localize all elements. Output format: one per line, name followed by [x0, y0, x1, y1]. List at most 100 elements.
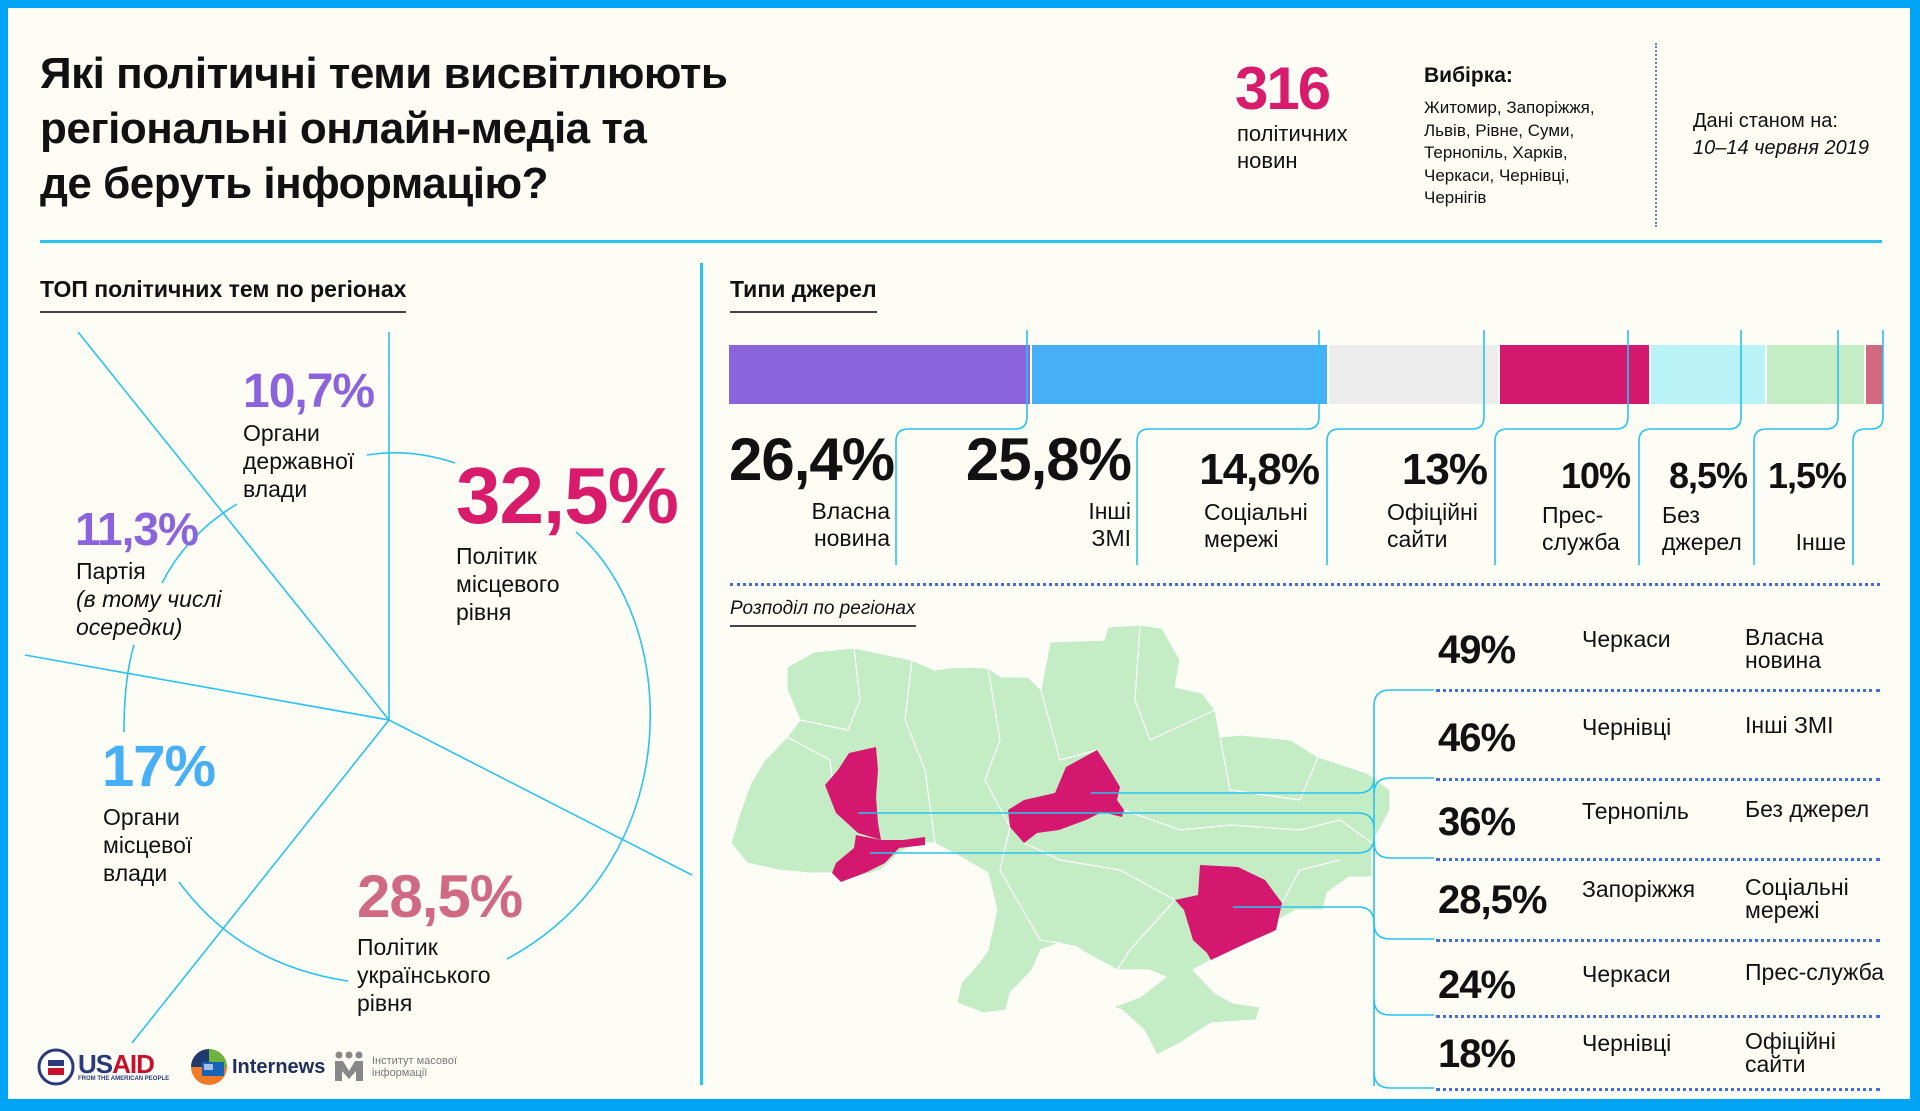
imi-name: Інститут масової інформації [372, 1055, 457, 1079]
region-connectors [858, 689, 1434, 1089]
internews-mark-icon [191, 1049, 227, 1085]
pie-divider [24, 654, 390, 721]
region-value: 36% [1438, 800, 1516, 844]
source-value: 25,8% [965, 426, 1132, 493]
row-separator [1436, 689, 1880, 692]
bar-segment [1032, 345, 1328, 404]
region-zaporizhzhia [1175, 865, 1282, 960]
source-connector [1494, 330, 1629, 565]
source-block: 25,8% Інші ЗМІ [960, 426, 1132, 552]
region-value: 18% [1438, 1032, 1516, 1076]
internews-name: Internews [232, 1055, 326, 1078]
bar-segment [1766, 345, 1864, 404]
source-block: 14,8% Соціальні мережі [1160, 445, 1320, 553]
imi-logo: Інститут масової інформації [334, 1046, 462, 1088]
topic-note: в тому числі осередки [76, 586, 222, 640]
topics-pie-lines [24, 331, 693, 1044]
topic-label: Органи місцевої влади [103, 804, 193, 886]
source-value: 26,4% [729, 426, 895, 493]
sample-list: Житомир, Запоріжжя, Львів, Рівне, Суми, … [1424, 98, 1595, 207]
row-separator [1436, 1088, 1880, 1091]
source-block: 1,5% Інше [1760, 455, 1847, 556]
source-connector [1638, 330, 1742, 565]
sample-heading: Вибірка: [1424, 64, 1513, 87]
topic-label: Органи державної влади [243, 420, 355, 502]
topic-value: 32,5% [456, 451, 679, 540]
row-separator [1436, 858, 1880, 861]
region-ternopil [825, 747, 881, 840]
source-label: Інше [1795, 529, 1846, 555]
connector-arc [123, 644, 135, 733]
usaid-tagline: FROM THE AMERICAN PEOPLE [78, 1076, 170, 1082]
bar-segment [1865, 345, 1883, 404]
topic-label: Політик українського рівня [357, 934, 491, 1016]
bar-segment [1329, 345, 1499, 404]
usaid-seal-icon [37, 1048, 75, 1086]
internews-logo: Internews [190, 1046, 325, 1088]
page-title: Які політичні теми висвітлюють регіональ… [40, 49, 728, 208]
region-value: 24% [1438, 963, 1516, 1007]
topic-value: 28,5% [357, 863, 523, 930]
source-block: 10% Прес-служба [1510, 455, 1631, 556]
usaid-logo: USAID FROM THE AMERICAN PEOPLE [37, 1046, 169, 1088]
region-source-type: Прес-служба [1745, 959, 1885, 985]
region-city: Чернівці [1582, 714, 1672, 740]
bar-segment [729, 345, 1031, 404]
source-label: Прес-служба [1542, 502, 1620, 555]
region-cherkasy [1008, 750, 1124, 843]
header-divider [40, 240, 1882, 243]
source-block: 13% Офіційні сайти [1340, 445, 1488, 553]
connector-arc [161, 503, 238, 584]
region-city: Чернівці [1582, 1030, 1672, 1056]
date-heading: Дані станом на: [1693, 110, 1838, 132]
pie-divider [77, 331, 390, 721]
source-connector [1326, 330, 1485, 565]
region-city: Тернопіль [1582, 798, 1689, 824]
region-source-type: Офіційні сайти [1745, 1028, 1836, 1077]
row-separator [1436, 939, 1880, 942]
news-count: 316 [1235, 55, 1331, 122]
source-value: 14,8% [1199, 445, 1320, 494]
regions-heading: Розподіл по регіонах [730, 598, 916, 627]
sources-stacked-bar [729, 345, 1883, 404]
topic-label: Політик місцевого рівня [456, 543, 560, 625]
region-source-type: Власна новина [1745, 624, 1824, 673]
source-label: Власна новина [811, 498, 890, 551]
region-source-type: Соціальні мережі [1745, 874, 1849, 923]
source-value: 13% [1401, 445, 1488, 494]
dotted-divider [1655, 43, 1657, 227]
date-value: 10–14 червня 2019 [1693, 137, 1869, 159]
pie-divider [131, 719, 390, 1044]
topic-label: Партія [76, 558, 146, 584]
topics-heading: ТОП політичних тем по регіонах [40, 276, 407, 313]
region-source-type: Інші ЗМІ [1745, 712, 1834, 738]
source-label: Соціальні мережі [1204, 499, 1308, 552]
news-count-label: політичних новин [1237, 121, 1348, 173]
row-separator [1436, 778, 1880, 781]
source-block: 26,4% Власна новина [729, 426, 895, 552]
imi-mark-icon [335, 1051, 363, 1081]
topic-value: 11,3% [75, 503, 199, 555]
region-city: Черкаси [1582, 626, 1671, 652]
source-label: Офіційні сайти [1387, 499, 1478, 552]
bar-segment [1650, 345, 1765, 404]
source-connector [1852, 330, 1884, 565]
infographic-panel [8, 8, 1910, 1099]
source-value: 10% [1560, 455, 1631, 496]
source-connector [895, 330, 1028, 565]
region-city: Запоріжжя [1582, 876, 1696, 902]
section-divider [730, 583, 1880, 586]
source-connector [1753, 330, 1839, 565]
oblast-borders [786, 624, 1373, 971]
source-label: Без джерел [1662, 502, 1742, 555]
source-connector [1136, 330, 1320, 565]
region-value: 49% [1438, 628, 1516, 672]
region-city: Черкаси [1582, 961, 1671, 987]
source-value: 8,5% [1668, 455, 1748, 496]
topic-value: 10,7% [243, 365, 375, 418]
source-value: 1,5% [1767, 455, 1847, 496]
connector-arc [178, 881, 349, 982]
column-divider [700, 263, 703, 1085]
